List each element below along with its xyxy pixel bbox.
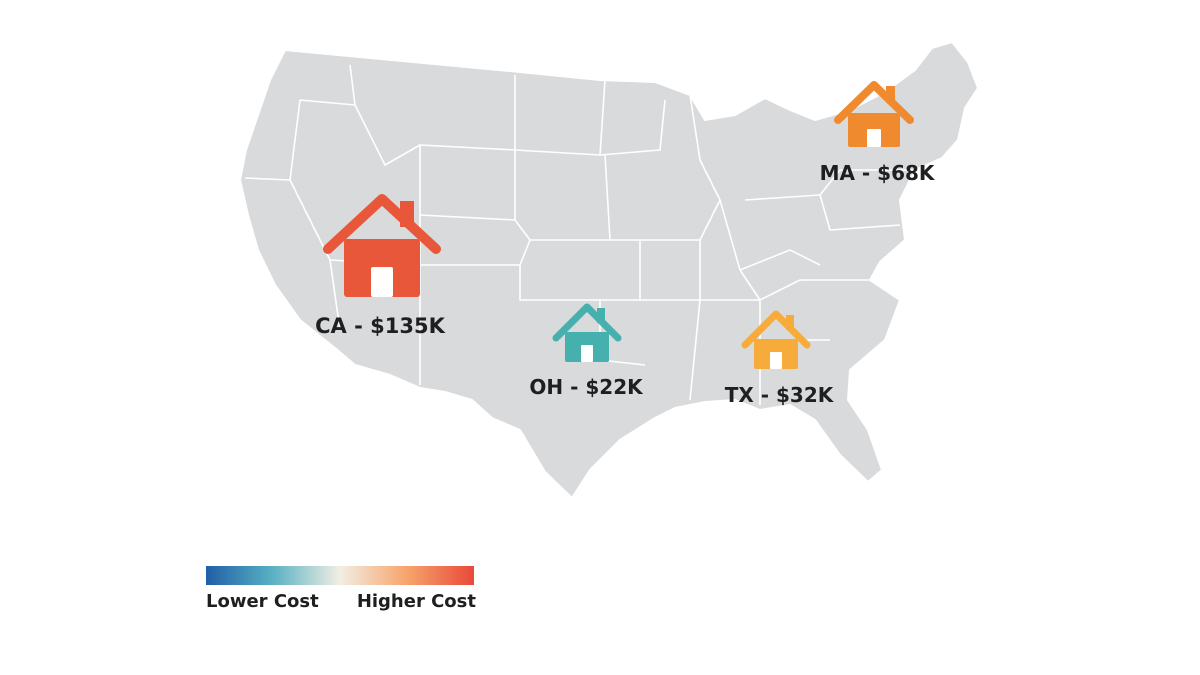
house-icon xyxy=(552,303,622,362)
marker-label-oh: OH - $22K xyxy=(529,375,644,399)
legend-high-label: Higher Cost xyxy=(356,591,476,612)
cost-legend: Lower Cost Higher Cost xyxy=(206,566,476,616)
marker-oh[interactable] xyxy=(552,303,622,362)
marker-ma[interactable] xyxy=(834,81,914,147)
marker-label-ca: CA - $135K xyxy=(315,314,445,338)
legend-gradient-bar xyxy=(206,566,474,585)
house-icon xyxy=(741,310,811,369)
legend-low-label: Lower Cost xyxy=(206,591,319,612)
marker-ca[interactable] xyxy=(323,194,441,297)
marker-label-ma: MA - $68K xyxy=(820,161,936,185)
marker-tx[interactable] xyxy=(741,310,811,369)
house-icon xyxy=(834,81,914,147)
house-icon xyxy=(323,194,441,297)
marker-label-tx: TX - $32K xyxy=(725,383,835,407)
